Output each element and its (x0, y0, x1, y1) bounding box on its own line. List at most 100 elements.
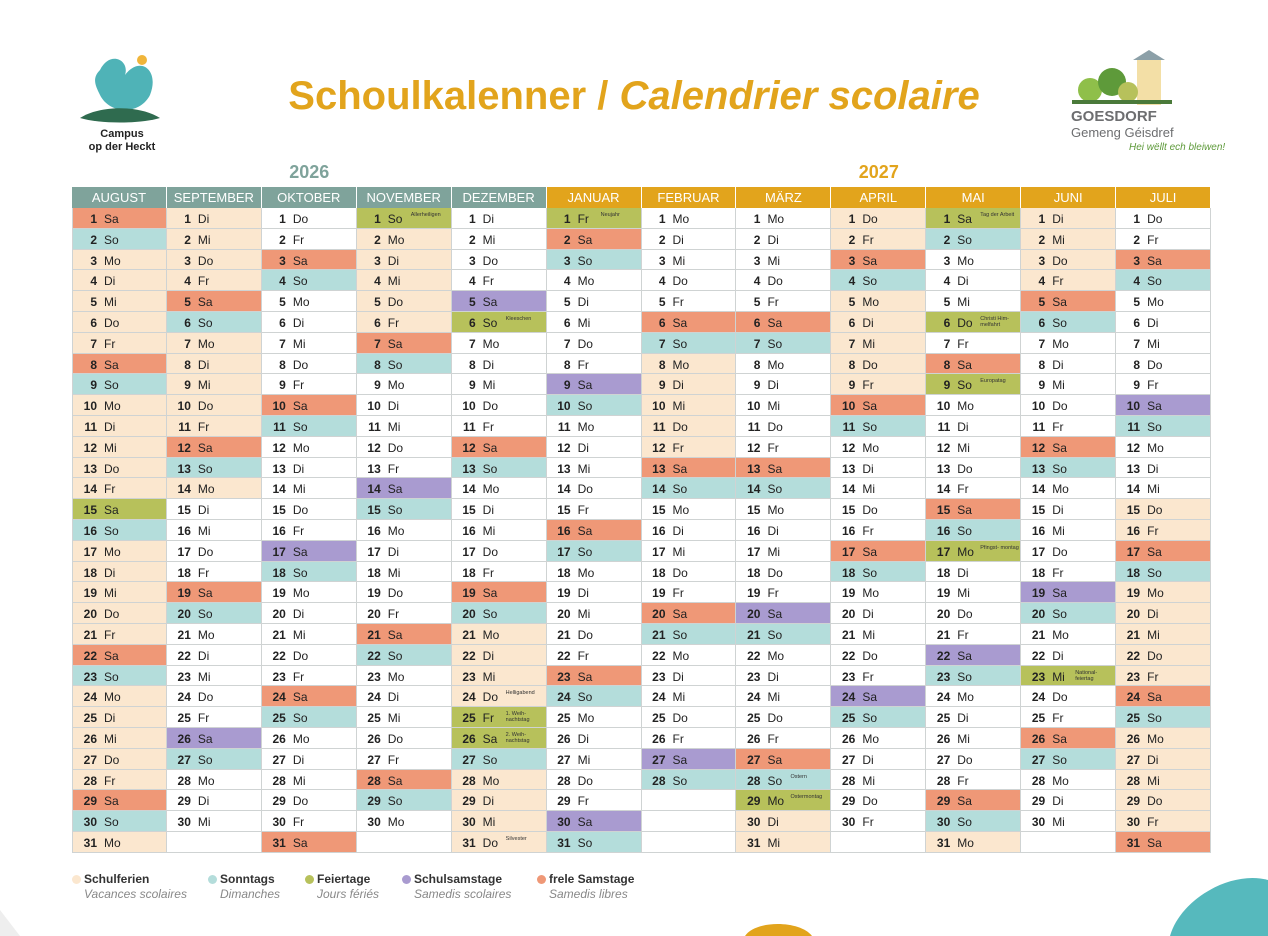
weekday: Sa (197, 732, 213, 746)
day-cell: 11 Di (926, 416, 1022, 437)
day-number: 11 (937, 420, 951, 434)
weekday: Mo (672, 648, 690, 663)
day-number: 16 (1126, 524, 1141, 538)
day-number: 15 (1031, 503, 1046, 518)
day-number: 23 (652, 669, 666, 684)
day-cell: 31 So (546, 832, 642, 853)
weekday: So (1052, 316, 1067, 330)
day-number: 5 (374, 295, 381, 310)
holiday-note: National- feiertag (1075, 669, 1098, 682)
day-number: 16 (367, 524, 381, 538)
day-cell: 18 Fr (166, 561, 262, 583)
day-cell: 7 Fr (72, 332, 167, 354)
weekday: Fr (104, 773, 116, 788)
day-cell: 13 So (1021, 457, 1117, 479)
holiday-note: Allerheiligen (410, 212, 441, 218)
day-cell: 2 Di (641, 228, 737, 250)
day-number: 20 (462, 607, 476, 622)
day-cell: 6 So (166, 312, 262, 333)
weekday: Do (292, 648, 309, 663)
day-number: 2 (374, 232, 381, 247)
weekday: Fr (767, 440, 779, 455)
day-cell: 6 Di (1116, 312, 1212, 333)
day-cell: 31 Mi (736, 832, 832, 853)
day-cell: 6 Fr (356, 312, 452, 333)
day-cell: 11 So (1116, 416, 1212, 437)
weekday: So (672, 773, 688, 788)
day-number: 30 (462, 815, 476, 830)
weekday: Di (292, 316, 305, 330)
day-number: 25 (367, 711, 381, 726)
weekday: Mo (957, 544, 974, 559)
day-cell: 8 Di (166, 353, 262, 375)
day-cell: 15 Fr (546, 499, 642, 520)
weekday: Di (862, 316, 874, 330)
day-number: 27 (1031, 752, 1046, 767)
weekday: Di (197, 212, 210, 226)
weekday: Sa (1052, 295, 1067, 310)
day-cell: 13 Mi (546, 457, 642, 479)
day-number: 16 (936, 524, 951, 538)
weekday: Mi (104, 440, 117, 455)
day-cell: 25 Fr 1. Weih- nachtstag (451, 707, 547, 728)
day-cell: 15 Di (166, 499, 262, 520)
weekday: Do (957, 461, 973, 476)
weekday: Mi (197, 815, 211, 830)
weekday: Sa (387, 336, 403, 351)
weekday: Mo (862, 295, 880, 310)
day-number: 28 (177, 773, 191, 788)
weekday: So (672, 336, 688, 351)
day-cell: 15 Do (831, 499, 927, 520)
day-cell: 10 Sa (261, 395, 357, 416)
day-number: 30 (177, 815, 191, 830)
weekday: Di (672, 669, 684, 684)
weekday: Do (387, 440, 404, 455)
day-cell: 11 Do (736, 416, 832, 437)
day-number: 8 (563, 357, 571, 372)
weekday: Mi (1052, 815, 1065, 830)
weekday: Di (387, 253, 400, 268)
weekday: Di (292, 752, 305, 767)
day-cell: 17 Do (1021, 540, 1117, 562)
day-number: 11 (747, 420, 761, 434)
day-cell: 26 Mi (72, 728, 167, 749)
weekday: Sa (672, 752, 688, 767)
weekday: Mi (482, 815, 496, 830)
day-number: 11 (368, 420, 381, 434)
day-number: 26 (367, 732, 381, 746)
day-number: 9 (1133, 378, 1141, 393)
day-number: 27 (272, 752, 286, 767)
weekday: Sa (1147, 690, 1162, 705)
day-number: 30 (842, 815, 856, 830)
legend-swatch (208, 875, 217, 884)
day-cell: 1 Do (831, 208, 927, 229)
weekday: Di (767, 524, 779, 538)
day-number: 30 (367, 815, 381, 830)
day-number: 5 (1133, 295, 1141, 310)
day-number: 29 (842, 794, 856, 809)
weekday: Fr (482, 711, 494, 726)
weekday: Do (104, 461, 120, 476)
day-cell: 14 Mi (831, 478, 927, 500)
weekday: Di (1147, 316, 1159, 330)
day-number: 25 (177, 711, 191, 726)
weekday: Sa (577, 378, 593, 393)
day-number: 2 (468, 232, 476, 247)
day-number: 13 (462, 461, 476, 476)
weekday: Mi (577, 461, 591, 476)
day-number: 14 (83, 482, 97, 497)
day-number: 17 (177, 544, 191, 559)
day-cell: 26 Do (356, 728, 452, 749)
day-number: 1 (468, 212, 476, 226)
day-cell: 19 Mo (261, 582, 357, 604)
weekday: Mo (1052, 773, 1069, 788)
day-number: 3 (563, 253, 571, 268)
weekday: Sa (672, 316, 688, 330)
day-cell: 26 Sa (1021, 728, 1117, 749)
day-cell: 16 Fr (831, 520, 927, 541)
day-cell: 22 Fr (546, 644, 642, 666)
day-number: 29 (177, 794, 191, 809)
day-number: 28 (747, 773, 761, 788)
weekday: Fr (387, 607, 400, 622)
